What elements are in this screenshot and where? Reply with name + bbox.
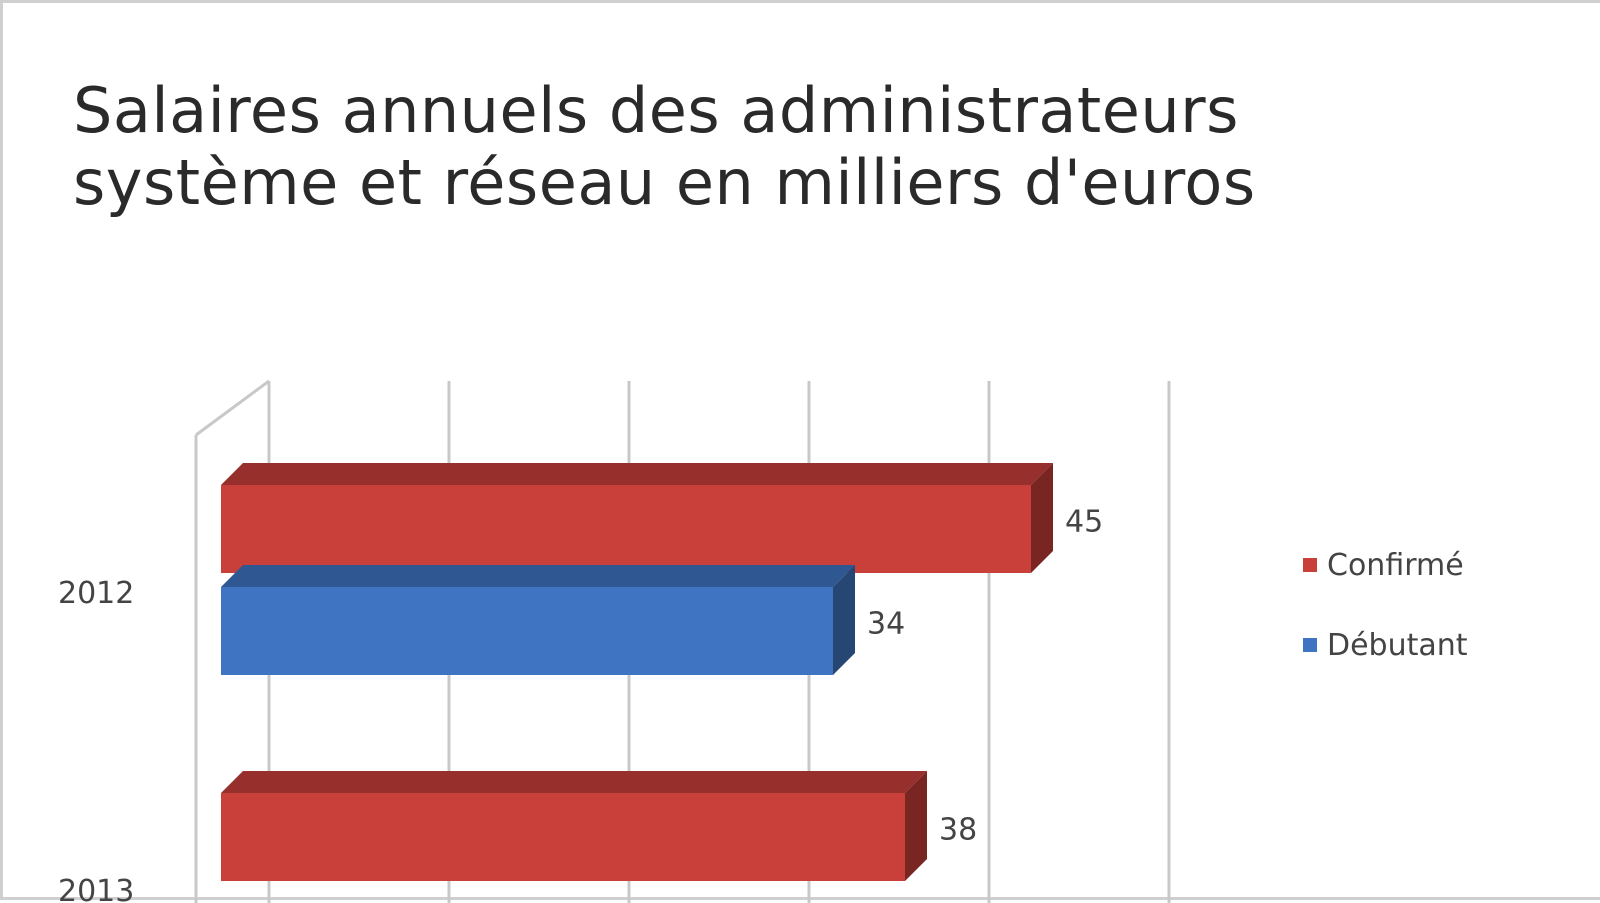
legend-swatch-debutant bbox=[1303, 638, 1317, 652]
legend: Confirmé Débutant bbox=[1303, 543, 1468, 703]
data-label: 45 bbox=[1065, 505, 1103, 540]
data-label: 34 bbox=[867, 607, 905, 642]
chart-plot-area: 45 34 2012 38 2013 bbox=[3, 3, 1600, 903]
legend-swatch-confirme bbox=[1303, 558, 1317, 572]
axis-wall-top bbox=[196, 381, 269, 435]
bar-2012-confirme bbox=[221, 463, 1053, 573]
legend-label-confirme: Confirmé bbox=[1327, 548, 1464, 583]
data-label: 38 bbox=[939, 813, 977, 848]
bars bbox=[221, 463, 1053, 881]
legend-item-confirme: Confirmé bbox=[1303, 543, 1468, 587]
bar-2012-debutant bbox=[221, 565, 855, 675]
category-label-2013: 2013 bbox=[58, 874, 134, 903]
bar-2013-confirme bbox=[221, 771, 927, 881]
legend-label-debutant: Débutant bbox=[1327, 628, 1468, 663]
legend-item-debutant: Débutant bbox=[1303, 623, 1468, 667]
category-label-2012: 2012 bbox=[58, 576, 134, 611]
